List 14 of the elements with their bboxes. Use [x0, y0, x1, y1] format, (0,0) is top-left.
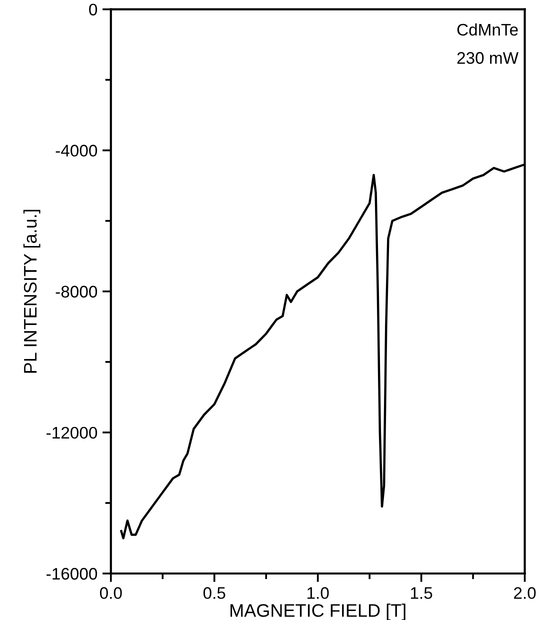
- x-axis-title: MAGNETIC FIELD [T]: [230, 604, 406, 620]
- y-tick-label: -12000: [46, 426, 98, 439]
- x-tick-label: 0.5: [203, 587, 226, 599]
- y-tick-label: -16000: [46, 568, 98, 580]
- y-axis-title: PL INTENSITY [a.u.]: [23, 210, 40, 373]
- x-tick-label: 0.0: [100, 587, 122, 599]
- y-tick-label: -4000: [56, 144, 98, 157]
- x-tick-label: 1.0: [308, 587, 329, 599]
- x-tick-label: 2.0: [514, 587, 536, 599]
- y-tick-label: 0: [89, 4, 98, 16]
- y-tick-label: -8000: [56, 286, 98, 298]
- annotation: CdMnTe: [457, 23, 518, 36]
- x-tick-label: 1.5: [410, 587, 432, 599]
- annotation: 230 mW: [457, 52, 519, 64]
